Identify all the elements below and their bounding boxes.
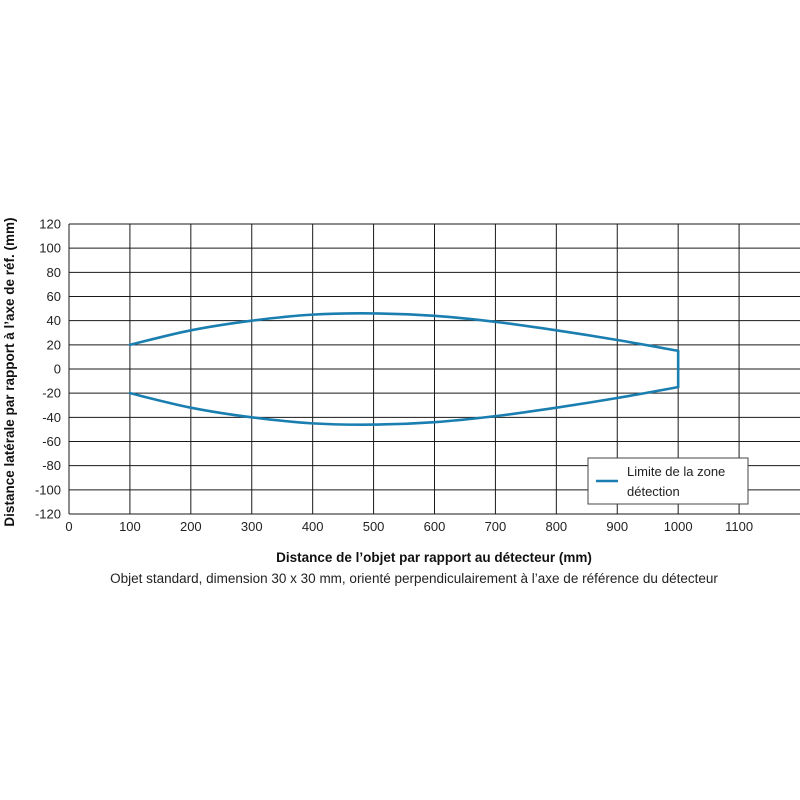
chart-caption: Objet standard, dimension 30 x 30 mm, or… bbox=[110, 571, 718, 586]
x-tick-label: 900 bbox=[606, 519, 628, 534]
x-tick-label: 500 bbox=[363, 519, 385, 534]
y-tick-label: -60 bbox=[42, 434, 61, 449]
y-tick-label: 40 bbox=[47, 313, 61, 328]
y-tick-label: -20 bbox=[42, 386, 61, 401]
series bbox=[128, 312, 680, 426]
legend: Limite de la zone détection bbox=[587, 457, 749, 505]
y-axis-title: Distance latérale par rapport à l’axe de… bbox=[2, 217, 17, 526]
series-line-lower bbox=[128, 385, 680, 426]
x-tick-label: 400 bbox=[302, 519, 324, 534]
x-tick-label: 1000 bbox=[664, 519, 693, 534]
x-tick-label: 800 bbox=[545, 519, 567, 534]
y-tick-label: 80 bbox=[47, 265, 61, 280]
y-tick-label: 20 bbox=[47, 337, 61, 352]
x-tick-label: 700 bbox=[485, 519, 507, 534]
legend-box bbox=[587, 457, 749, 505]
y-tick-label: -100 bbox=[35, 482, 61, 497]
y-tick-label: 120 bbox=[39, 217, 61, 232]
x-tick-label: 1100 bbox=[725, 519, 753, 534]
x-axis-title: Distance de l’objet par rapport au détec… bbox=[276, 550, 592, 565]
x-tick-label: 0 bbox=[65, 519, 72, 534]
y-tick-label: -80 bbox=[42, 458, 61, 473]
x-tick-label: 300 bbox=[241, 519, 263, 534]
y-tick-label: 100 bbox=[39, 241, 61, 256]
legend-label-line-1: Limite de la zone bbox=[627, 464, 725, 479]
y-tick-label: 0 bbox=[54, 362, 61, 377]
x-tick-label: 200 bbox=[180, 519, 202, 534]
y-tick-label: 60 bbox=[47, 289, 61, 304]
series-line-upper bbox=[128, 312, 680, 353]
x-tick-label: 100 bbox=[119, 519, 141, 534]
y-tick-label: -40 bbox=[42, 410, 61, 425]
x-tick-label: 600 bbox=[424, 519, 446, 534]
legend-label-line-2: détection bbox=[627, 484, 680, 499]
y-tick-label: -120 bbox=[35, 507, 61, 522]
